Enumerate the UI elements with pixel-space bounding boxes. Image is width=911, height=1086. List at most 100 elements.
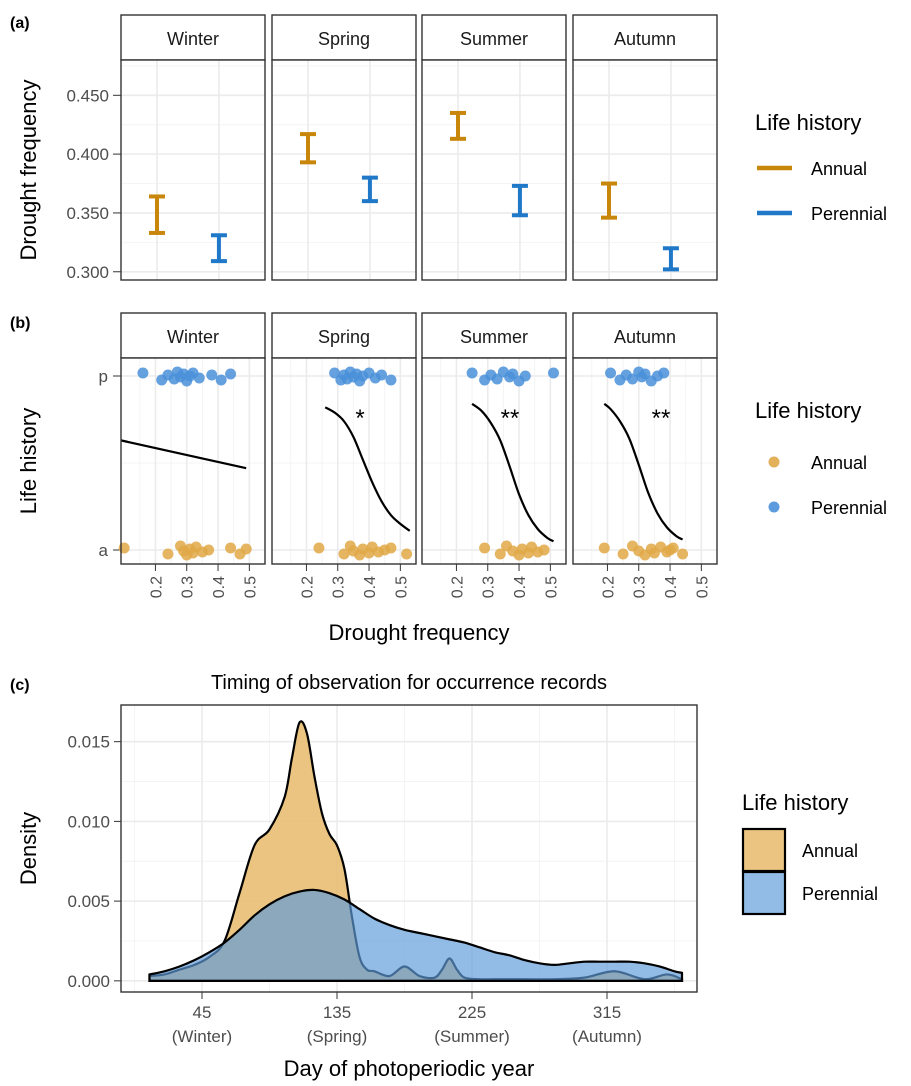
x-tick-label: 225: [458, 1003, 486, 1022]
facet-strip: [271, 14, 417, 61]
point-annual: [313, 542, 325, 554]
panel-border: [421, 59, 567, 281]
facet-summer: Summer: [421, 14, 567, 281]
legend-label-annual: Annual: [811, 453, 867, 473]
significance-label: *: [355, 405, 364, 432]
legend-label-perennial: Perennial: [811, 204, 887, 224]
legend-key-annual: [768, 456, 780, 468]
panel-c: (c) Timing of observation for occurrence …: [10, 672, 878, 1081]
point-perennial: [193, 372, 205, 384]
y-tick-label: 0.015: [67, 733, 110, 752]
facet-strip: [120, 14, 266, 61]
facet-strip: [572, 14, 718, 61]
legend-title: Life history: [742, 790, 848, 815]
x-tick-label: 0.2: [299, 576, 316, 598]
x-tick-sublabel: (Summer): [434, 1027, 510, 1046]
x-tick-label: 0.2: [600, 576, 617, 598]
point-perennial: [137, 367, 149, 379]
point-annual: [338, 548, 350, 560]
x-axis-label: Day of photoperiodic year: [284, 1056, 535, 1081]
plot-panel: [422, 358, 566, 564]
facet-strip: [421, 312, 567, 359]
panel-border: [572, 357, 718, 565]
panel-border: [271, 357, 417, 565]
x-axis-label: Drought frequency: [329, 620, 510, 645]
significance-label: **: [652, 405, 671, 432]
significance-label: **: [501, 405, 520, 432]
panel-border: [120, 357, 266, 565]
y-tick-label: 0.005: [67, 892, 110, 911]
facet-strip: [271, 312, 417, 359]
point-perennial: [329, 367, 341, 379]
point-annual: [494, 548, 506, 560]
facet-autumn: Autumn ** 0.2 0.3 0.4 0.5: [572, 312, 718, 598]
legend-a: Life history Annual Perennial: [755, 110, 887, 224]
x-tick-label: 0.3: [180, 576, 197, 598]
point-annual: [385, 542, 397, 554]
point-perennial: [215, 374, 227, 386]
x-tick-label: 0.3: [331, 576, 348, 598]
facet-winter: Winter: [120, 14, 266, 281]
facet-spring: Spring: [271, 14, 417, 281]
fit-line: [471, 402, 555, 543]
plot-panel: [573, 358, 717, 564]
fit-line: [603, 402, 684, 541]
point-annual: [203, 544, 215, 556]
legend-title: Life history: [755, 398, 861, 423]
point-perennial: [519, 370, 531, 382]
x-tick-label: 0.5: [393, 576, 410, 598]
x-tick-label: 0.5: [543, 576, 560, 598]
x-tick-label: 0.4: [512, 576, 529, 598]
x-tick-label: 0.5: [694, 576, 711, 598]
point-annual: [677, 548, 689, 560]
x-tick-label: 0.4: [663, 576, 680, 598]
x-tick-label: 45: [193, 1003, 212, 1022]
legend-key-perennial: [768, 501, 780, 513]
point-perennial: [658, 367, 670, 379]
point-perennial: [547, 367, 559, 379]
plot-panel: [272, 60, 416, 280]
errorbar-annual: [601, 181, 617, 220]
plot-panel: [121, 60, 265, 280]
point-perennial: [466, 367, 478, 379]
facet-strip-label: Summer: [460, 327, 528, 347]
x-tick-label: 0.3: [632, 576, 649, 598]
facet-strip-label: Spring: [318, 327, 370, 347]
plot-panel: [272, 358, 416, 564]
x-tick-sublabel: (Spring): [307, 1027, 367, 1046]
point-perennial: [225, 368, 237, 380]
legend-key-annual: [741, 827, 787, 873]
legend-key-perennial: [741, 870, 787, 916]
legend-label-annual: Annual: [811, 159, 867, 179]
fit-line: [324, 406, 411, 532]
point-annual: [538, 544, 550, 556]
legend-title: Life history: [755, 110, 861, 135]
y-axis-label: Drought frequency: [16, 80, 41, 261]
panel-border: [120, 704, 698, 993]
point-perennial: [639, 368, 651, 380]
errorbar-perennial: [662, 246, 679, 272]
point-annual: [617, 548, 629, 560]
point-perennial: [376, 369, 388, 381]
errorbar-perennial: [511, 183, 528, 218]
x-tick-label: 0.2: [148, 576, 165, 598]
x-tick-label: 315: [593, 1003, 621, 1022]
point-perennial: [491, 373, 503, 385]
y-axis-label: Density: [16, 812, 41, 885]
plot-panel: [573, 60, 717, 280]
x-tick-label: 135: [323, 1003, 351, 1022]
facet-summer: Summer ** 0.2 0.3 0.4 0.5: [421, 312, 567, 598]
y-tick-label: 0.400: [66, 145, 109, 164]
facet-spring: Spring * 0.2 0.3 0.4 0.5: [271, 312, 417, 598]
facet-strip: [120, 312, 266, 359]
point-perennial: [385, 374, 397, 386]
point-annual: [667, 542, 679, 554]
x-tick-label: 0.4: [211, 576, 228, 598]
panel-label-a: (a): [10, 15, 30, 32]
fit-line: [120, 439, 247, 470]
point-perennial: [605, 367, 617, 379]
x-tick-label: 0.5: [242, 576, 259, 598]
point-annual: [162, 548, 174, 560]
facet-autumn: Autumn: [572, 14, 718, 281]
